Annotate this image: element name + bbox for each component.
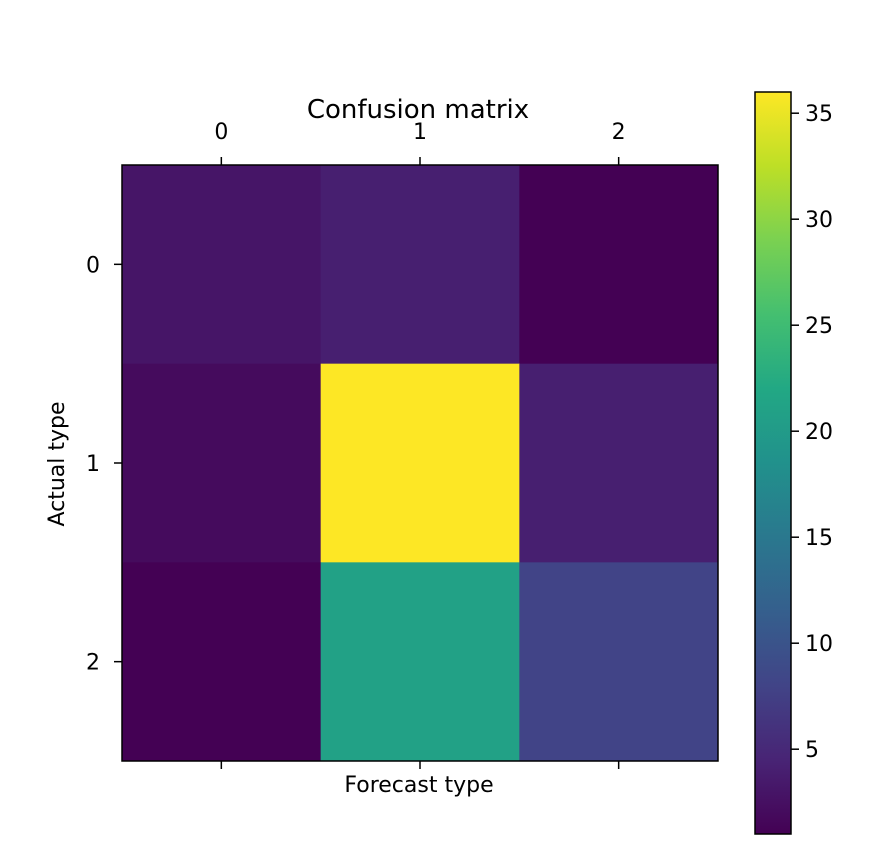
colorbar-tick-label: 15: [805, 526, 833, 551]
x-tick-label: 1: [413, 120, 427, 145]
chart-title: Confusion matrix: [307, 95, 529, 125]
colorbar-tick-label: 5: [805, 738, 819, 763]
heatmap-cell: [320, 363, 520, 563]
colorbar: [754, 91, 792, 835]
x-tick-label: 0: [214, 120, 228, 145]
colorbar-tick-label: 10: [805, 632, 833, 657]
heatmap-cell: [519, 562, 719, 762]
colorbar-tick-label: 35: [805, 102, 833, 127]
heatmap-cell: [320, 562, 520, 762]
heatmap-cell: [519, 165, 719, 365]
y-tick-label: 2: [86, 651, 100, 676]
colorbar-tick-label: 25: [805, 314, 833, 339]
heatmap-cell: [519, 363, 719, 563]
heatmap-frame: [121, 164, 719, 762]
y-axis-label: Actual type: [45, 401, 70, 526]
heatmap-cell: [320, 165, 520, 365]
heatmap-cell: [122, 363, 322, 563]
heatmap-cell: [122, 562, 322, 762]
colorbar-tick-label: 20: [805, 420, 833, 445]
y-tick-label: 0: [86, 253, 100, 278]
colorbar-ticks: 5 10 15 20 25 30 35: [791, 102, 833, 763]
x-axis-label: Forecast type: [344, 773, 493, 798]
heatmap-cell: [122, 165, 322, 365]
heatmap-cells: [122, 165, 719, 762]
heatmap-ticks: 0 1 2 0 1 2: [86, 120, 626, 769]
colorbar-tick-label: 30: [805, 208, 833, 233]
y-tick-label: 1: [86, 452, 100, 477]
x-tick-label: 2: [612, 120, 626, 145]
